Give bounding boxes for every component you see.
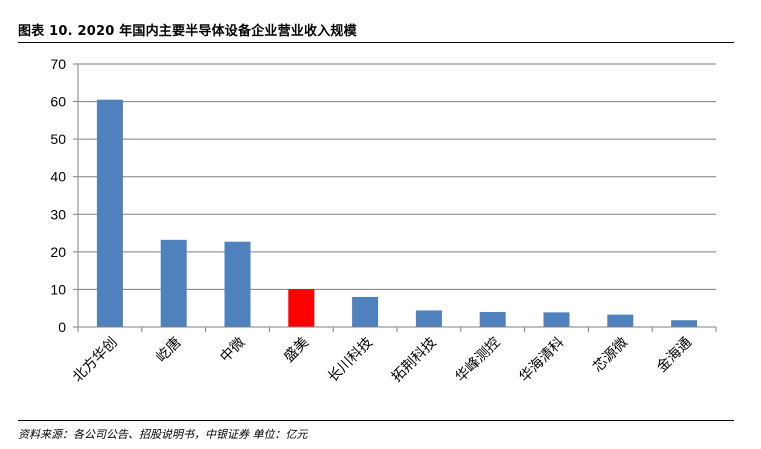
y-tick-label-0: 0	[58, 319, 66, 335]
source-note: 资料来源：各公司公告、招股说明书，中银证券 单位：亿元	[18, 428, 308, 441]
x-category-label-0: 北方华创	[70, 335, 121, 386]
chart-title: 图表 10. 2020 年国内主要半导体设备企业营业收入规模	[18, 24, 357, 39]
x-category-label-5: 拓荆科技	[389, 335, 440, 386]
y-tick-label-50: 50	[50, 131, 66, 147]
bar-4	[352, 296, 379, 327]
bars	[96, 99, 698, 327]
x-category-label-4: 长川科技	[325, 335, 376, 386]
x-category-labels: 北方华创 屹唐 中微 盛美 长川科技 拓荆科技 华峰测控 华海清科 芯源微 金海通	[70, 334, 695, 386]
bar-6	[479, 311, 506, 327]
x-category-label-8: 芯源微	[590, 335, 631, 376]
bar-3	[288, 289, 315, 327]
y-tick-label-10: 10	[50, 281, 66, 297]
x-category-label-1: 屹唐	[153, 334, 185, 366]
y-tick-label-40: 40	[50, 169, 66, 185]
bar-1	[160, 239, 187, 327]
x-category-label-2: 中微	[217, 335, 248, 366]
x-category-label-6: 华峰测控	[453, 335, 504, 386]
x-category-label-3: 盛美	[281, 335, 312, 366]
bar-0	[96, 99, 123, 327]
y-tick-label-60: 60	[50, 94, 66, 110]
y-tick-labels: 0 10 20 30 40 50 60 70	[50, 56, 66, 335]
footer-divider	[18, 420, 734, 421]
axes	[73, 63, 717, 332]
y-tick-label-70: 70	[50, 56, 66, 72]
bar-2	[224, 241, 251, 327]
x-category-label-9: 金海通	[654, 335, 695, 376]
title-divider	[18, 42, 734, 43]
bar-chart: 0 10 20 30 40 50 60 70 北方华创 屹唐 中微 盛美 长川科技 拓荆科技 华峰测控 华海…	[50, 56, 717, 386]
bar-7	[543, 312, 570, 327]
bar-9	[671, 320, 698, 327]
bar-5	[415, 310, 442, 327]
x-category-label-7: 华海清科	[516, 335, 567, 386]
y-tick-label-20: 20	[50, 244, 66, 260]
y-tick-label-30: 30	[50, 206, 66, 222]
bar-8	[607, 314, 634, 327]
